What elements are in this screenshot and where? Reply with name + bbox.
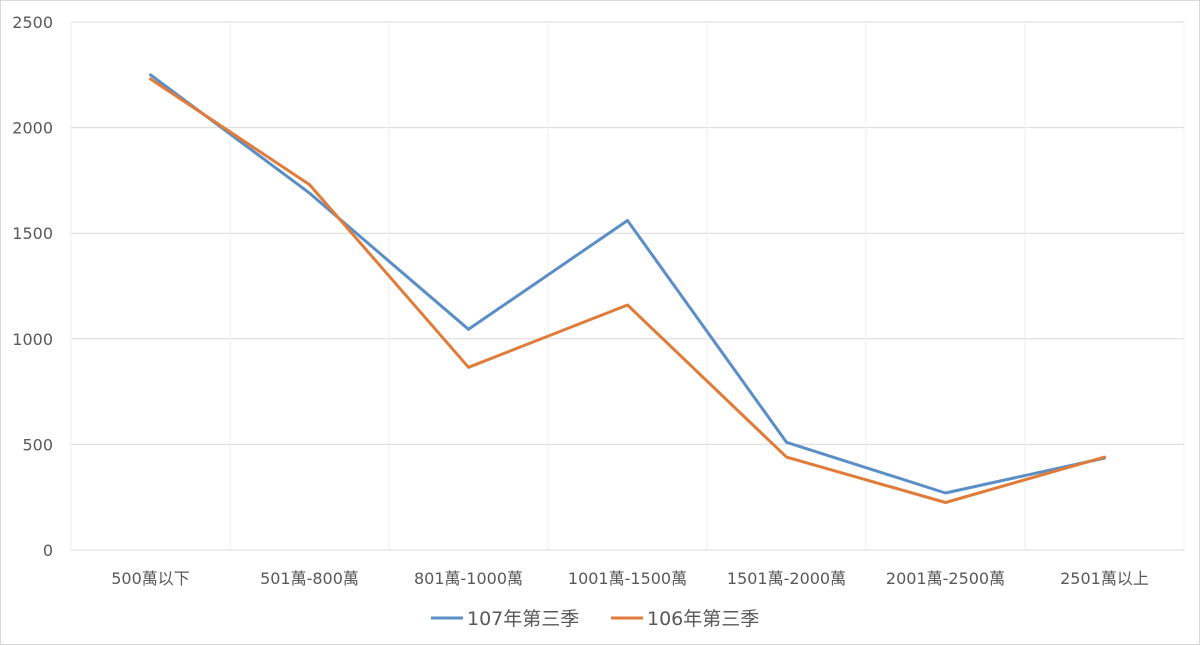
- y-tick-label: 500: [22, 435, 53, 454]
- x-tick-label: 501萬-800萬: [260, 569, 359, 588]
- grid-layer: [70, 21, 1185, 550]
- x-tick-label: 2501萬以上: [1060, 569, 1149, 588]
- x-tick-label: 801萬-1000萬: [414, 569, 523, 588]
- x-tick-label: 2001萬-2500萬: [886, 569, 1005, 588]
- x-tick-label: 500萬以下: [111, 569, 190, 588]
- axis-layer: 0 500 1000 1500 2000 2500 500萬以下 501萬-800萬 801萬-…: [12, 13, 1184, 588]
- y-tick-label: 2500: [12, 13, 53, 32]
- legend-label-0: 107年第三季: [467, 608, 579, 630]
- legend-label-1: 106年第三季: [647, 608, 759, 630]
- series-layer: [149, 73, 1106, 504]
- y-tick-label: 1000: [12, 330, 53, 349]
- series-line-0: [149, 73, 1106, 495]
- series-line-1: [149, 77, 1106, 504]
- x-tick-label: 1501萬-2000萬: [727, 569, 846, 588]
- x-tick-label: 1001萬-1500萬: [568, 569, 687, 588]
- y-tick-label: 1500: [12, 224, 53, 243]
- legend: 107年第三季 106年第三季: [431, 608, 759, 630]
- y-tick-label: 0: [43, 541, 53, 560]
- y-tick-label: 2000: [12, 119, 53, 138]
